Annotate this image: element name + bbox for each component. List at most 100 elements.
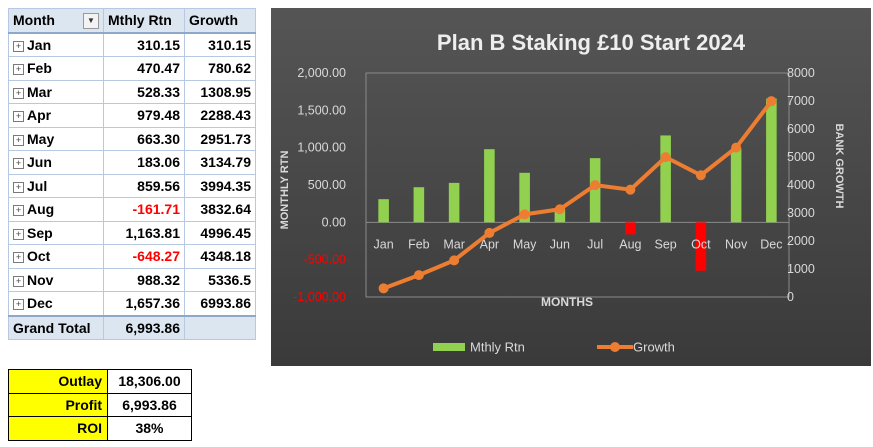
bar-mthly-rtn[interactable] (448, 182, 460, 223)
expand-icon[interactable]: + (13, 205, 24, 217)
growth-cell: 5336.5 (184, 267, 256, 292)
plot-area: -1,000.00 -500.00 0.00 500.00 1,000.00 1,500.… (293, 66, 815, 304)
expand-icon[interactable]: + (13, 64, 24, 76)
table-row: + Jul 859.56 3994.35 (8, 173, 256, 198)
bar-mthly-rtn[interactable] (413, 187, 425, 223)
growth-point[interactable] (695, 170, 706, 181)
month-cell[interactable]: + Jun (8, 150, 104, 175)
combo-chart: Plan B Staking £10 Start 2024 MONTHLY RT… (271, 8, 871, 366)
month-cell[interactable]: + Apr (8, 103, 104, 128)
month-cell[interactable]: + Jul (8, 173, 104, 198)
growth-cell: 2288.43 (184, 103, 256, 128)
legend-item-mthly-rtn[interactable]: Mthly Rtn (433, 340, 525, 355)
summary-row: ROI 38% (8, 416, 192, 441)
plot-border (365, 72, 790, 298)
y-tick-label: 0.00 (322, 215, 346, 229)
summary-label: Profit (8, 392, 108, 417)
growth-point[interactable] (484, 227, 495, 238)
expand-icon[interactable]: + (13, 228, 24, 240)
x-tick-label: Jul (587, 237, 603, 251)
growth-point[interactable] (660, 152, 671, 163)
month-cell[interactable]: + Oct (8, 244, 104, 269)
pivot-header-row: Month ▼ Mthly Rtn Growth (8, 8, 256, 34)
y-tick-label: 500.00 (308, 178, 346, 192)
y2-tick-label: 5000 (787, 150, 815, 164)
growth-point[interactable] (449, 255, 460, 266)
y2-tick-label: 4000 (787, 178, 815, 192)
growth-line (382, 99, 773, 291)
mthly-rtn-cell: 1,163.81 (103, 220, 185, 245)
expand-icon[interactable]: + (13, 275, 24, 287)
x-tick-label: Sep (655, 237, 677, 251)
bar-mthly-rtn[interactable] (378, 199, 389, 223)
filter-dropdown-icon[interactable]: ▼ (83, 12, 99, 29)
chart-title: Plan B Staking £10 Start 2024 (437, 30, 746, 55)
growth-cell: 3832.64 (184, 197, 256, 222)
growth-point[interactable] (766, 96, 777, 107)
growth-point[interactable] (731, 142, 742, 153)
bar-mthly-rtn[interactable] (695, 222, 707, 271)
expand-icon[interactable]: + (13, 299, 24, 311)
month-label: Feb (27, 60, 52, 77)
table-row: + Nov 988.32 5336.5 (8, 267, 256, 292)
chart-background (271, 8, 871, 366)
month-label: Sep (27, 224, 53, 241)
month-cell[interactable]: + May (8, 126, 104, 151)
growth-point[interactable] (519, 209, 530, 220)
legend-item-growth[interactable]: Growth (597, 340, 675, 355)
mthly-rtn-cell: 183.06 (103, 150, 185, 175)
summary-label: ROI (8, 416, 108, 441)
mthly-rtn-cell: 470.47 (103, 56, 185, 81)
mthly-rtn-cell: 988.32 (103, 267, 185, 292)
expand-icon[interactable]: + (13, 181, 24, 193)
growth-point[interactable] (554, 204, 565, 215)
month-cell[interactable]: + Dec (8, 291, 104, 316)
table-row: + Jun 183.06 3134.79 (8, 150, 256, 175)
header-rtn: Mthly Rtn (103, 8, 185, 34)
month-label: Nov (27, 271, 54, 288)
legend-label-mthly-rtn: Mthly Rtn (470, 340, 525, 355)
month-cell[interactable]: + Nov (8, 267, 104, 292)
growth-point[interactable] (413, 270, 424, 281)
summary-label: Outlay (8, 369, 108, 394)
expand-icon[interactable]: + (13, 87, 24, 99)
legend: Mthly Rtn Growth (433, 340, 675, 355)
x-tick-label: Oct (691, 237, 711, 251)
y-tick-label: 1,000.00 (297, 141, 346, 155)
month-label: Jul (27, 177, 48, 194)
x-axis-title: MONTHS (541, 295, 593, 309)
x-tick-label: Mar (443, 237, 465, 251)
bar-mthly-rtn[interactable] (519, 172, 530, 223)
expand-icon[interactable]: + (13, 134, 24, 146)
bar-mthly-rtn[interactable] (484, 149, 495, 223)
bar-mthly-rtn[interactable] (730, 148, 742, 223)
chart-container[interactable]: Plan B Staking £10 Start 2024 MONTHLY RT… (271, 8, 871, 366)
month-cell[interactable]: + Feb (8, 56, 104, 81)
y2-tick-label: 1000 (787, 262, 815, 276)
bar-mthly-rtn[interactable] (554, 208, 566, 223)
table-row: + Mar 528.33 1308.95 (8, 79, 256, 104)
month-cell[interactable]: + Mar (8, 79, 104, 104)
month-cell[interactable]: + Aug (8, 197, 104, 222)
table-row: + Dec 1,657.36 6993.86 (8, 291, 256, 316)
expand-icon[interactable]: + (13, 40, 24, 52)
y2-axis-title: BANK GROWTH (833, 124, 845, 209)
expand-icon[interactable]: + (13, 252, 24, 264)
month-cell[interactable]: + Jan (8, 32, 104, 57)
month-label: Apr (27, 107, 52, 124)
y-tick-label: -500.00 (304, 253, 346, 267)
mthly-rtn-cell: 859.56 (103, 173, 185, 198)
bar-mthly-rtn[interactable] (660, 135, 671, 223)
growth-point[interactable] (378, 283, 389, 294)
month-cell[interactable]: + Sep (8, 220, 104, 245)
month-label: May (27, 130, 55, 147)
bar-mthly-rtn[interactable] (766, 98, 777, 223)
bar-mthly-rtn[interactable] (625, 222, 636, 235)
growth-point[interactable] (625, 184, 636, 195)
header-month[interactable]: Month ▼ (8, 8, 104, 34)
expand-icon[interactable]: + (13, 111, 24, 123)
expand-icon[interactable]: + (13, 158, 24, 170)
mthly-rtn-cell: -161.71 (103, 197, 185, 222)
bar-mthly-rtn[interactable] (589, 158, 601, 223)
growth-point[interactable] (590, 180, 601, 191)
